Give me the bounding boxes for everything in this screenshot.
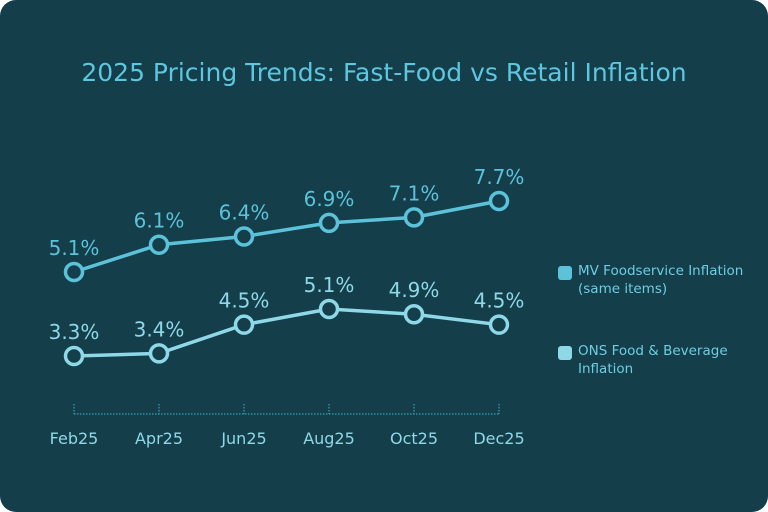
legend-item-mv-foodservice[interactable]: MV Foodservice Inflation (same items) xyxy=(558,262,758,298)
legend-swatch xyxy=(558,266,572,280)
data-point xyxy=(488,314,510,335)
chart-title: 2025 Pricing Trends: Fast-Food vs Retail… xyxy=(81,58,687,87)
legend-swatch xyxy=(558,346,572,360)
data-point xyxy=(403,207,425,228)
data-label: 6.9% xyxy=(304,187,355,211)
data-point xyxy=(148,234,170,255)
series-line xyxy=(73,199,500,274)
legend-item-ons-food-beverage[interactable]: ONS Food & Beverage Inflation xyxy=(558,342,758,378)
data-point xyxy=(233,314,255,335)
data-label: 6.1% xyxy=(134,209,185,233)
x-tick-label: Jun25 xyxy=(220,429,266,448)
data-label: 5.1% xyxy=(49,236,100,260)
series-line xyxy=(73,307,500,358)
data-point xyxy=(318,212,340,234)
data-point xyxy=(403,303,425,325)
data-point xyxy=(488,190,510,212)
data-point xyxy=(148,343,170,364)
data-label: 4.5% xyxy=(219,289,270,313)
data-point xyxy=(63,345,85,367)
data-label: 7.1% xyxy=(389,181,440,205)
data-label: 5.1% xyxy=(304,273,355,297)
data-label: 6.4% xyxy=(219,201,270,225)
data-label: 4.9% xyxy=(389,278,440,302)
x-tick-label: Aug25 xyxy=(303,429,355,448)
x-tick-label: Oct25 xyxy=(390,429,438,448)
legend-label: ONS Food & Beverage Inflation xyxy=(578,343,728,377)
x-tick-label: Dec25 xyxy=(473,429,524,448)
data-label: 7.7% xyxy=(474,165,525,189)
x-tick-label: Apr25 xyxy=(135,429,183,448)
data-label: 3.3% xyxy=(49,320,100,344)
data-label: 4.5% xyxy=(474,289,525,313)
data-point xyxy=(63,261,85,283)
legend-label: MV Foodservice Inflation (same items) xyxy=(578,263,744,297)
data-point xyxy=(318,298,340,320)
x-tick-label: Feb25 xyxy=(50,429,99,448)
data-label: 3.4% xyxy=(134,317,185,341)
data-point xyxy=(233,226,255,247)
